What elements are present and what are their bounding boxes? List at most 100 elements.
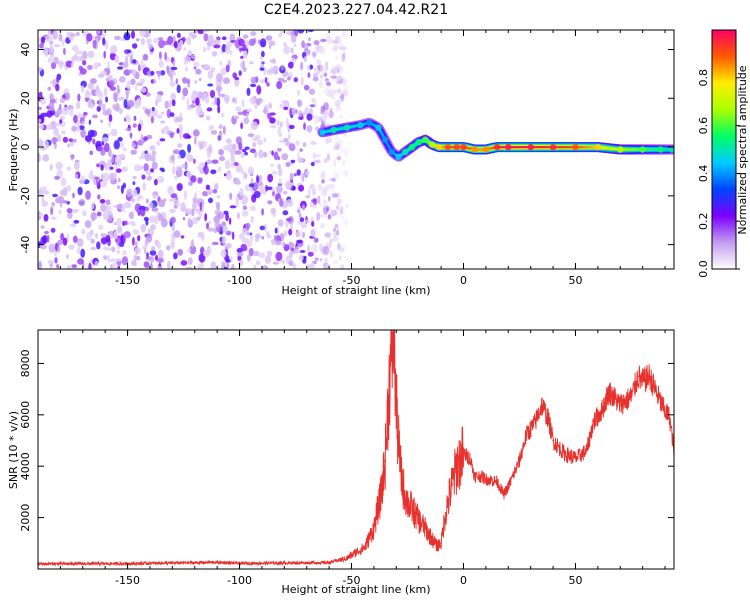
ridge-point <box>381 136 389 143</box>
noise-speckle <box>258 252 266 259</box>
noise-speckle <box>342 88 349 97</box>
noise-speckle <box>240 61 246 69</box>
noise-speckle <box>250 215 255 223</box>
noise-speckle <box>280 64 285 71</box>
noise-speckle <box>255 233 261 239</box>
noise-speckle <box>94 261 99 266</box>
noise-speckle <box>333 227 337 233</box>
noise-speckle <box>90 78 97 84</box>
noise-speckle <box>276 120 280 126</box>
noise-speckle <box>40 225 45 229</box>
noise-speckle <box>111 246 116 253</box>
noise-speckle <box>134 247 142 255</box>
noise-speckle <box>87 50 95 59</box>
noise-speckle <box>299 250 306 253</box>
noise-speckle <box>329 237 333 244</box>
noise-speckle <box>283 244 290 252</box>
noise-speckle <box>201 94 205 102</box>
noise-speckle <box>54 122 61 127</box>
noise-speckle <box>221 113 225 118</box>
noise-speckle <box>336 204 339 211</box>
noise-speckle <box>337 244 344 253</box>
noise-speckle <box>334 192 341 199</box>
colorbar-gradient <box>712 30 736 269</box>
noise-speckle <box>316 70 321 75</box>
noise-speckle <box>58 209 62 215</box>
spectrogram-y-tick-label: 40 <box>19 43 32 57</box>
noise-speckle <box>292 263 297 269</box>
noise-speckle <box>336 80 343 85</box>
noise-speckle <box>229 205 237 209</box>
noise-speckle <box>62 136 68 143</box>
noise-speckle <box>58 59 64 69</box>
noise-speckle <box>72 192 75 199</box>
noise-speckle <box>126 188 133 198</box>
noise-speckle <box>40 97 47 105</box>
noise-speckle <box>170 240 175 250</box>
noise-speckle <box>108 148 112 158</box>
snr-frame <box>37 329 675 570</box>
snr-data-point <box>451 483 454 486</box>
snr-x-tick-label: -50 <box>343 574 361 587</box>
noise-speckle <box>49 93 54 101</box>
snr-data-point <box>469 457 472 460</box>
noise-speckle <box>263 106 268 115</box>
snr-data-point <box>619 403 622 406</box>
noise-speckle <box>332 177 337 182</box>
noise-speckle <box>249 97 256 103</box>
noise-speckle <box>270 239 277 245</box>
noise-speckle <box>296 169 301 176</box>
noise-speckle <box>234 181 242 185</box>
noise-speckle <box>132 181 136 186</box>
noise-speckle <box>225 173 232 181</box>
noise-speckle <box>124 201 132 209</box>
noise-speckle <box>54 175 60 180</box>
noise-speckle <box>219 61 222 66</box>
noise-speckle <box>130 55 133 65</box>
noise-speckle <box>336 74 344 85</box>
noise-speckle <box>97 146 103 152</box>
noise-speckle <box>145 218 149 226</box>
noise-speckle <box>293 77 298 83</box>
noise-speckle <box>131 189 138 197</box>
noise-speckle <box>160 218 168 228</box>
noise-speckle <box>341 77 348 87</box>
noise-speckle <box>73 114 78 124</box>
noise-speckle <box>120 141 124 149</box>
noise-speckle <box>151 106 155 112</box>
snr-data-point <box>601 408 604 411</box>
noise-speckle <box>219 156 225 162</box>
noise-speckle <box>340 244 348 249</box>
noise-region <box>38 30 350 269</box>
noise-speckle <box>334 89 342 95</box>
noise-speckle <box>181 164 186 169</box>
noise-speckle <box>270 163 275 167</box>
noise-speckle <box>150 115 154 124</box>
noise-speckle <box>271 170 278 175</box>
noise-speckle <box>141 174 146 180</box>
noise-speckle <box>174 205 177 209</box>
noise-speckle <box>313 237 319 243</box>
noise-speckle <box>298 110 303 118</box>
noise-speckle <box>78 199 86 207</box>
noise-speckle <box>249 148 256 154</box>
noise-speckle <box>331 67 337 76</box>
noise-speckle <box>48 102 55 110</box>
noise-speckle <box>40 36 46 44</box>
ridge-point <box>428 141 436 148</box>
noise-speckle <box>171 99 176 107</box>
noise-speckle <box>122 182 127 189</box>
noise-speckle <box>282 242 286 247</box>
noise-speckle <box>262 191 267 195</box>
noise-speckle <box>272 65 279 75</box>
noise-speckle <box>288 124 295 130</box>
noise-speckle <box>325 137 329 144</box>
snr-data-point <box>402 486 404 488</box>
noise-speckle <box>262 151 268 158</box>
noise-speckle <box>97 30 101 35</box>
noise-speckle <box>245 113 249 118</box>
noise-speckle <box>197 263 202 269</box>
noise-speckle <box>81 50 88 60</box>
noise-speckle <box>270 124 277 129</box>
noise-speckle <box>229 192 233 200</box>
